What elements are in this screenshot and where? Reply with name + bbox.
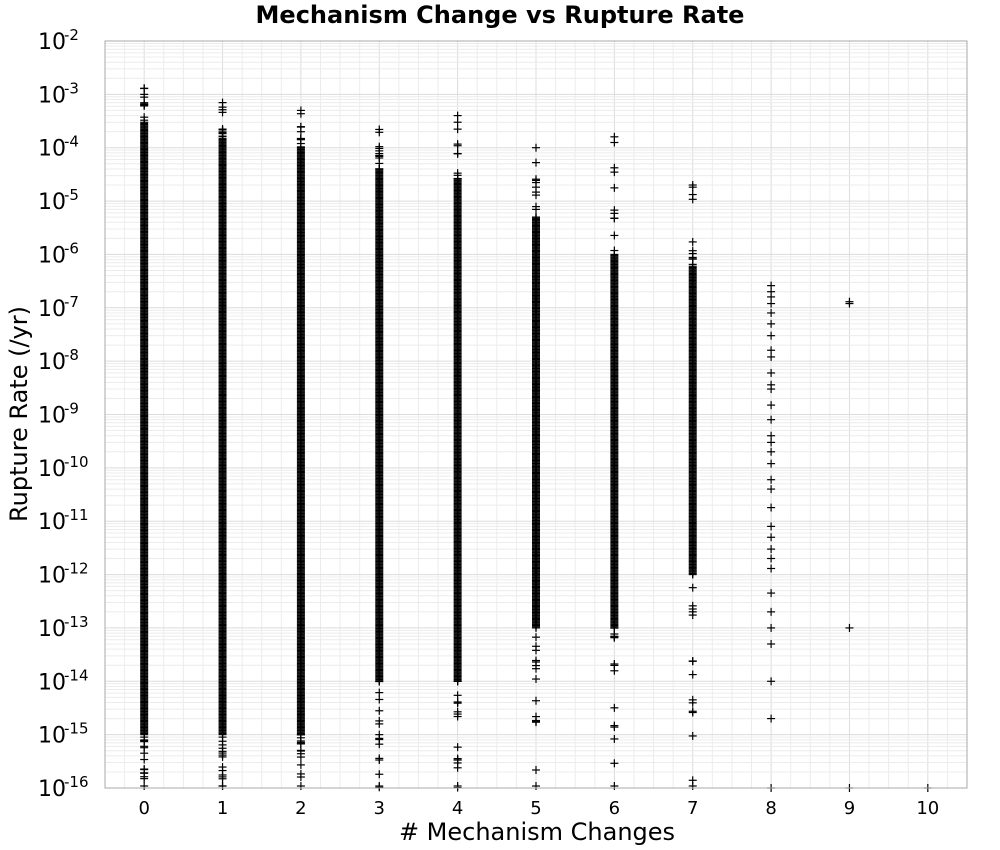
y-tick-base: 10 — [38, 350, 66, 375]
x-tick-label: 7 — [687, 798, 698, 819]
data-point — [140, 782, 149, 790]
y-tick-exponent: -11 — [64, 506, 89, 524]
y-tick-base: 10 — [38, 83, 66, 108]
y-tick-base: 10 — [38, 777, 66, 802]
x-tick-label: 9 — [844, 798, 855, 819]
y-tick-exponent: -12 — [64, 560, 89, 578]
data-point — [140, 733, 149, 742]
y-tick-base: 10 — [38, 724, 66, 749]
y-tick-exponent: -3 — [64, 79, 79, 97]
y-tick-exponent: -6 — [64, 239, 79, 257]
x-axis-label: # Mechanism Changes — [399, 818, 675, 846]
data-point — [140, 93, 149, 102]
data-point — [140, 743, 149, 752]
x-tick-label: 2 — [295, 798, 306, 819]
y-tick-base: 10 — [38, 617, 66, 642]
chart-title: Mechanism Change vs Rupture Rate — [256, 1, 745, 29]
y-tick-exponent: -2 — [64, 26, 79, 44]
y-tick-exponent: -5 — [64, 186, 79, 204]
x-tick-label: 1 — [217, 798, 228, 819]
y-tick-exponent: -16 — [64, 773, 89, 791]
y-tick-exponent: -7 — [64, 293, 79, 311]
y-tick-exponent: -10 — [64, 453, 89, 471]
y-tick-base: 10 — [38, 564, 66, 589]
data-point — [140, 772, 149, 781]
x-tick-label: 5 — [530, 798, 541, 819]
y-tick-base: 10 — [38, 297, 66, 322]
data-points — [140, 84, 932, 792]
data-point — [140, 765, 149, 774]
y-tick-base: 10 — [38, 137, 66, 162]
y-tick-exponent: -4 — [64, 133, 79, 151]
y-tick-exponent: -13 — [64, 613, 89, 631]
x-tick-label: 4 — [452, 798, 463, 819]
x-tick-label: 6 — [609, 798, 620, 819]
y-tick-exponent: -14 — [64, 666, 89, 684]
y-tick-exponent: -9 — [64, 400, 79, 418]
y-tick-base: 10 — [38, 30, 66, 55]
y-tick-base: 10 — [38, 457, 66, 482]
data-point — [140, 84, 149, 93]
y-axis-label: Rupture Rate (/yr) — [5, 306, 33, 522]
x-tick-label: 8 — [765, 798, 776, 819]
y-tick-exponent: -8 — [64, 346, 79, 364]
x-tick-label: 3 — [374, 798, 385, 819]
y-tick-base: 10 — [38, 243, 66, 268]
y-tick-base: 10 — [38, 510, 66, 535]
y-tick-exponent: -15 — [64, 720, 89, 738]
x-tick-label: 10 — [916, 798, 939, 819]
x-tick-label: 0 — [138, 798, 149, 819]
y-tick-base: 10 — [38, 190, 66, 215]
y-tick-base: 10 — [38, 670, 66, 695]
data-point — [140, 116, 149, 125]
y-tick-base: 10 — [38, 404, 66, 429]
